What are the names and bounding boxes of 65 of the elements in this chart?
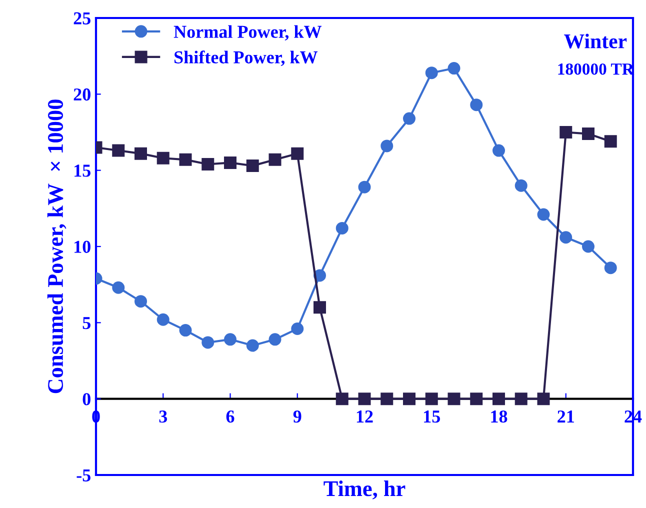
point	[514, 392, 528, 406]
x-tick-label: 12	[356, 410, 373, 422]
point	[291, 147, 304, 160]
point	[336, 222, 348, 234]
point	[246, 160, 259, 172]
point	[268, 333, 282, 346]
point	[560, 231, 572, 244]
point	[425, 392, 438, 406]
point	[448, 62, 460, 75]
annotation: 180000 TR	[558, 63, 634, 75]
point	[582, 128, 594, 140]
point	[582, 240, 594, 253]
x-tick-label: 21	[558, 410, 574, 422]
y-axis-title: Consumed Power, kW × 10000	[47, 100, 66, 394]
y-tick-label: 5	[82, 317, 90, 330]
point	[291, 322, 304, 336]
legend-label: Normal Power, kW	[174, 25, 322, 41]
point	[470, 392, 483, 406]
point	[470, 98, 483, 112]
point	[448, 392, 460, 406]
point	[403, 392, 416, 406]
x-tick-label: 6	[226, 410, 234, 423]
annotation: Winter	[564, 34, 627, 48]
x-axis-title: Time, hr	[324, 480, 406, 500]
point	[156, 313, 170, 326]
point	[202, 336, 214, 349]
point	[224, 156, 236, 169]
point	[268, 153, 282, 166]
point	[134, 295, 147, 308]
point	[492, 144, 505, 157]
point	[380, 140, 394, 152]
legend-label: Shifted Power, kW	[174, 50, 318, 66]
point	[179, 324, 192, 337]
x-tick-label: 9	[293, 410, 302, 423]
point	[202, 158, 214, 170]
y-tick-label: 10	[74, 240, 90, 253]
point	[336, 392, 348, 406]
point	[246, 339, 259, 352]
point	[604, 262, 617, 274]
point	[314, 301, 326, 314]
x-tick-label: 3	[159, 410, 168, 423]
point	[403, 112, 416, 125]
y-tick-label: 15	[74, 164, 90, 177]
point	[380, 392, 394, 406]
point	[537, 208, 550, 221]
point	[358, 392, 371, 406]
point	[604, 135, 617, 148]
y-tick-label: -5	[76, 469, 90, 482]
point	[134, 147, 147, 160]
y-tick-label: 25	[74, 12, 90, 24]
x-tick-label: 15	[424, 410, 440, 423]
point	[537, 392, 550, 406]
point	[514, 179, 528, 192]
point	[492, 392, 505, 406]
point	[358, 180, 371, 194]
x-tick-label: 18	[491, 410, 508, 423]
point	[179, 153, 192, 166]
point	[224, 333, 236, 346]
point	[425, 66, 438, 80]
y-tick-label: 0	[82, 393, 90, 406]
point	[560, 126, 572, 138]
y-tick-label: 20	[74, 88, 90, 101]
point	[112, 281, 125, 294]
point	[156, 152, 170, 164]
point	[112, 144, 125, 157]
